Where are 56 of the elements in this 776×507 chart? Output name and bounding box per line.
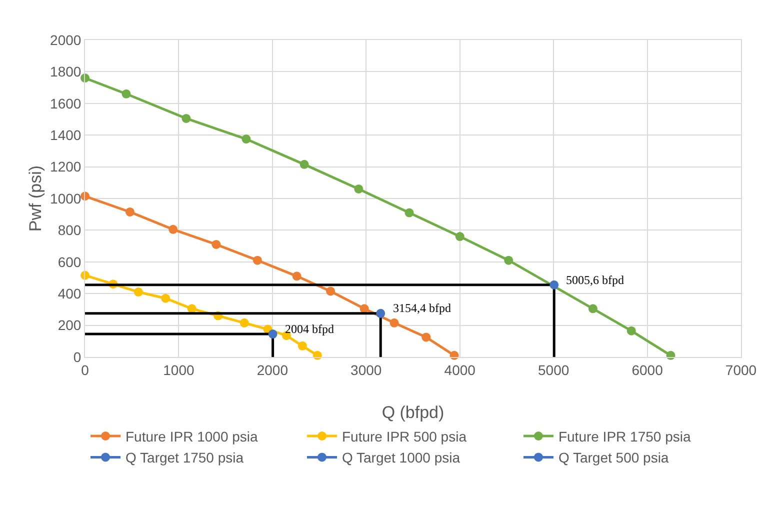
point [268, 330, 278, 339]
legend-label: Q Target 1000 psia [342, 450, 460, 466]
point [360, 304, 369, 314]
y-tick-label: 0 [73, 348, 82, 365]
y-tick-label: 1200 [50, 158, 82, 175]
x-tick-label: 4000 [444, 362, 476, 378]
point [168, 224, 178, 234]
point [187, 304, 196, 314]
point [354, 184, 364, 194]
legend-label: Future IPR 500 psia [342, 428, 467, 444]
point [182, 114, 191, 123]
annotation: 2004 bfpd [285, 322, 334, 336]
x-tick-label: 3000 [350, 362, 382, 378]
legend-label: Q Target 500 psia [558, 450, 669, 466]
x-tick-label: 1000 [163, 362, 194, 378]
point [122, 89, 131, 98]
legend-label: Q Target 1750 psia [126, 450, 244, 466]
x-tick-label: 7000 [725, 362, 757, 378]
y-tick-label: 400 [58, 286, 82, 302]
point [292, 272, 302, 281]
point [161, 294, 170, 303]
annotation: 5005,6 bfpd [566, 273, 624, 287]
y-tick-label: 800 [58, 222, 82, 238]
x-tick-label: 6000 [632, 362, 664, 378]
y-tick-label: 2000 [50, 32, 82, 48]
point [390, 318, 399, 328]
point [588, 304, 598, 314]
y-axis-title: Pwf (psi) [26, 165, 45, 232]
y-tick-label: 1800 [50, 64, 82, 80]
y-tick-label: 1400 [50, 127, 82, 143]
point [504, 256, 514, 265]
point [404, 208, 414, 218]
point [626, 326, 636, 336]
point [242, 134, 251, 144]
point [298, 341, 307, 350]
y-tick-label: 1600 [50, 95, 82, 112]
point [252, 256, 262, 265]
point [212, 240, 221, 249]
point [326, 286, 336, 296]
y-tick-label: 200 [58, 317, 82, 334]
x-axis-title: Q (bfpd) [382, 403, 444, 422]
annotation: 3154,4 bfpd [393, 301, 451, 315]
point [455, 232, 464, 242]
point [376, 308, 386, 318]
point [125, 207, 134, 216]
x-tick-label: 5000 [538, 362, 570, 378]
x-tick-label: 2000 [256, 362, 288, 378]
point [300, 160, 309, 169]
point [422, 332, 431, 342]
point [550, 280, 559, 290]
point [134, 288, 143, 297]
y-tick-label: 1000 [50, 190, 82, 206]
y-tick-label: 600 [58, 254, 82, 270]
legend-label: Future IPR 1750 psia [558, 428, 691, 444]
legend-label: Future IPR 1000 psia [126, 428, 258, 444]
point [240, 318, 249, 328]
